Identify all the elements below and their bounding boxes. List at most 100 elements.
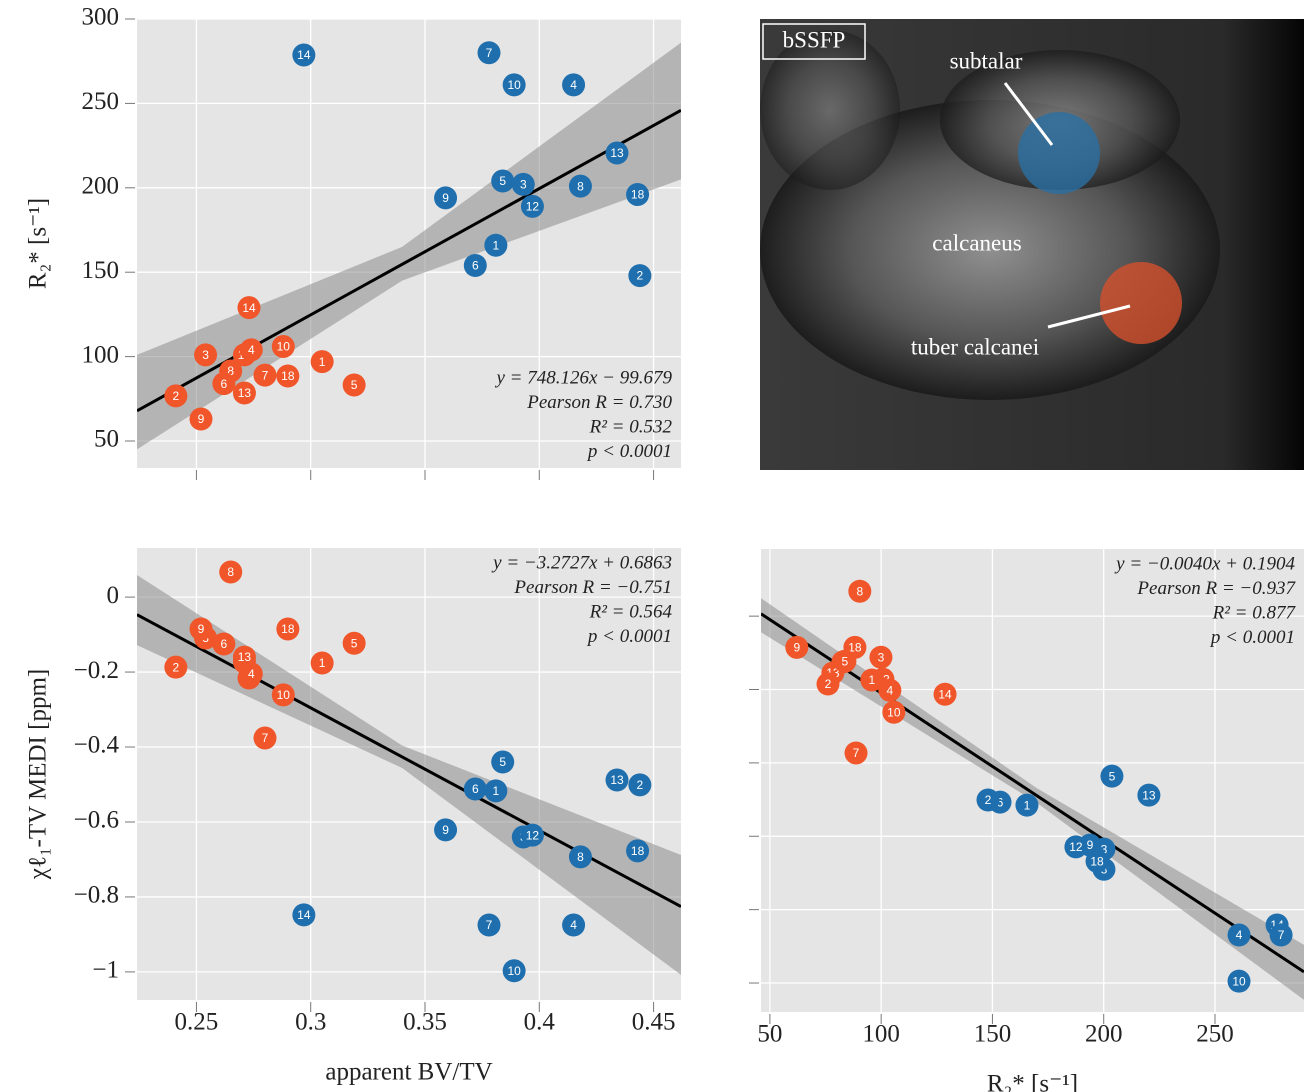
image-label: bSSFP (783, 27, 846, 52)
point (882, 700, 906, 724)
point (310, 651, 334, 675)
point-label: 3 (520, 178, 527, 192)
point (463, 253, 487, 277)
point (434, 186, 458, 210)
stats-annotation: Pearson R = −0.937 (1136, 578, 1296, 599)
point-label: 10 (277, 688, 291, 702)
chart: 5010015020025030014710413538918121621431… (25, 4, 681, 480)
point-label: 6 (221, 377, 228, 391)
label-box (762, 23, 866, 60)
x-tick-label: 0.35 (403, 1009, 447, 1036)
point-label: 13 (1142, 788, 1156, 802)
point (816, 672, 840, 696)
point (520, 823, 544, 847)
x-axis-label: apparent BV/TV (325, 1059, 492, 1086)
point-label: 4 (1236, 928, 1243, 942)
point-label: 7 (262, 731, 269, 745)
fit-line (761, 612, 1304, 974)
point (292, 43, 316, 67)
point (237, 296, 261, 320)
point-label: 8 (577, 179, 584, 193)
point (164, 655, 188, 679)
point-label: 5 (499, 755, 506, 769)
point-label: 8 (577, 850, 584, 864)
point-label: 8 (227, 364, 234, 378)
point-label: 2 (825, 677, 832, 691)
x-tick-label: 0.3 (295, 1009, 326, 1036)
point (477, 41, 501, 65)
point (785, 635, 809, 659)
point-label: 9 (1087, 838, 1094, 852)
point-label: 18 (848, 640, 862, 654)
point-label: 12 (526, 200, 540, 214)
point (844, 741, 868, 765)
point-label: 5 (351, 378, 358, 392)
x-tick-label: 100 (862, 1021, 900, 1048)
y-axis-label: R₂* [s⁻¹] (25, 198, 52, 289)
y-tick-label: 200 (82, 173, 120, 200)
point (164, 384, 188, 408)
point (502, 73, 526, 97)
plot-area (137, 548, 681, 1000)
point-label: 8 (856, 584, 863, 598)
point (189, 407, 213, 431)
y-tick-label: −0.4 (74, 732, 120, 759)
roi-circle (1018, 112, 1100, 194)
point (491, 750, 515, 774)
stats-annotation: p < 0.0001 (586, 441, 672, 462)
stats-annotation: R² = 0.564 (589, 601, 673, 622)
point (628, 264, 652, 288)
point-label: 13 (610, 773, 624, 787)
x-tick-label: 150 (974, 1021, 1012, 1048)
point-label: 14 (297, 908, 311, 922)
point-label: 14 (297, 48, 311, 62)
pointer-line (1047, 304, 1131, 329)
point-label: 1 (1024, 798, 1031, 812)
point-label: 3 (1101, 842, 1108, 856)
y-tick-label: 50 (94, 426, 119, 453)
plot-area (761, 549, 1304, 1012)
point (1085, 849, 1109, 873)
point (562, 73, 586, 97)
point (219, 560, 243, 584)
mri-image: bSSFP subtalar calcaneus tuber calcanei (760, 19, 1304, 470)
point-label: 8 (227, 565, 234, 579)
point-label: 4 (248, 343, 255, 357)
point (520, 194, 544, 218)
point-label: 9 (198, 412, 205, 426)
point (626, 839, 650, 863)
point (1100, 764, 1124, 788)
point-label: 2 (637, 269, 644, 283)
point (271, 683, 295, 707)
point (502, 959, 526, 983)
point-label: 6 (472, 782, 479, 796)
point (276, 364, 300, 388)
point (860, 668, 884, 692)
point-label: 14 (242, 301, 256, 315)
point-label: 13 (610, 146, 624, 160)
point (605, 141, 629, 165)
point-label: 10 (507, 964, 521, 978)
point-label: 1 (493, 784, 500, 798)
point (484, 233, 508, 257)
point (833, 649, 857, 673)
stats-annotation: R² = 0.877 (1212, 602, 1297, 623)
x-tick-label: 0.4 (524, 1009, 556, 1036)
point-label: 10 (1232, 974, 1246, 988)
point (342, 631, 366, 655)
point-label: 18 (631, 188, 645, 202)
y-tick-label: −1 (92, 957, 119, 984)
chart: 5010015020025014710413538918121621431241… (749, 549, 1304, 1092)
stats-annotation: y = −0.0040x + 0.1904 (1114, 553, 1295, 574)
point (626, 183, 650, 207)
point (253, 363, 277, 387)
point-label: 9 (442, 191, 449, 205)
point (271, 334, 295, 358)
x-axis-label: R₂* [s⁻¹] (987, 1071, 1078, 1092)
point-label: 1 (319, 656, 326, 670)
x-tick-label: 0.45 (632, 1009, 676, 1036)
image-annotation: tuber calcanei (911, 334, 1039, 359)
point-label: 13 (238, 650, 252, 664)
point-label: 1 (493, 238, 500, 252)
point (568, 174, 592, 198)
